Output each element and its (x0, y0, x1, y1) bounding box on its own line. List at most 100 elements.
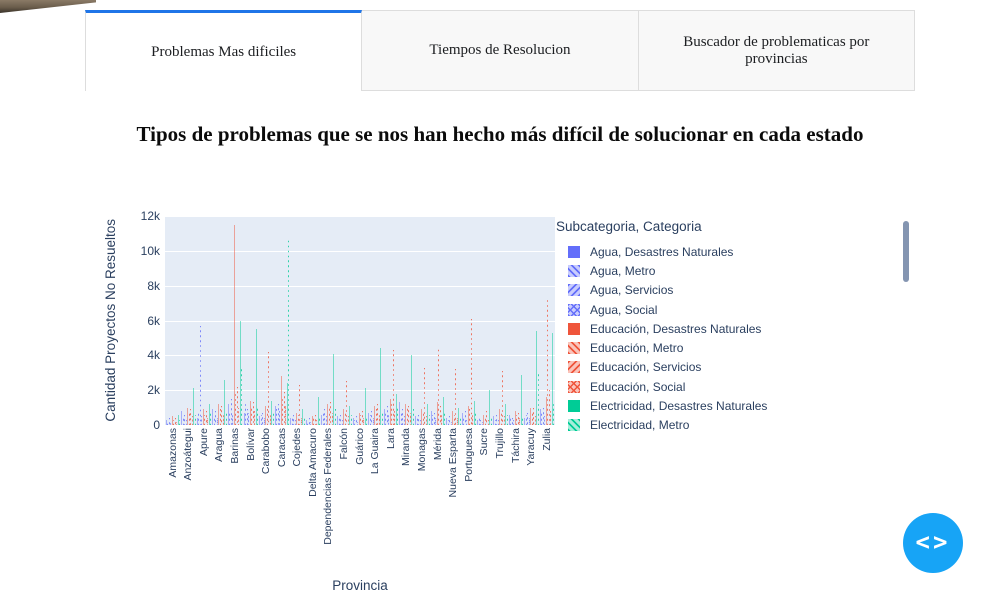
bar[interactable] (480, 419, 482, 425)
bar[interactable] (397, 407, 399, 425)
bar[interactable] (453, 414, 455, 425)
bar[interactable] (432, 414, 434, 425)
bar[interactable] (427, 404, 429, 425)
legend-scrollbar-thumb[interactable] (903, 221, 909, 282)
bar[interactable] (334, 409, 336, 425)
bar[interactable] (245, 404, 247, 425)
bar[interactable] (185, 419, 187, 425)
bar[interactable] (249, 400, 251, 425)
bar[interactable] (350, 414, 352, 425)
bar[interactable] (524, 418, 526, 425)
bar[interactable] (325, 416, 327, 425)
bar[interactable] (477, 419, 479, 425)
bar[interactable] (346, 381, 348, 425)
bar[interactable] (461, 412, 463, 425)
bar[interactable] (364, 388, 366, 425)
bar[interactable] (331, 412, 333, 425)
bar[interactable] (484, 416, 486, 425)
legend-item[interactable]: Educación, Servicios (556, 358, 896, 377)
bar[interactable] (536, 330, 538, 425)
bar[interactable] (263, 418, 265, 425)
bar[interactable] (433, 412, 435, 425)
bar[interactable] (439, 405, 441, 425)
bar[interactable] (441, 414, 443, 425)
bar[interactable] (288, 240, 290, 425)
bar[interactable] (170, 423, 172, 425)
bar[interactable] (553, 404, 555, 425)
bar[interactable] (212, 409, 214, 425)
bar[interactable] (550, 411, 552, 425)
bar[interactable] (251, 405, 253, 425)
bar[interactable] (388, 414, 390, 425)
bar[interactable] (385, 412, 387, 425)
bar[interactable] (290, 418, 292, 425)
bar[interactable] (343, 409, 345, 425)
bar[interactable] (272, 411, 274, 425)
bar[interactable] (314, 414, 316, 425)
bar[interactable] (369, 414, 371, 425)
bar[interactable] (349, 405, 351, 425)
bar[interactable] (519, 418, 521, 425)
bar[interactable] (260, 414, 262, 425)
bar[interactable] (184, 414, 186, 425)
bar[interactable] (207, 418, 209, 425)
bar[interactable] (378, 414, 380, 425)
bar[interactable] (311, 416, 313, 425)
bar[interactable] (319, 418, 321, 425)
bar[interactable] (371, 411, 373, 425)
bar[interactable] (300, 418, 302, 425)
bar[interactable] (252, 402, 254, 425)
bar[interactable] (422, 412, 424, 425)
bar[interactable] (470, 318, 472, 425)
bar[interactable] (400, 411, 402, 425)
bar[interactable] (215, 411, 217, 425)
bar[interactable] (219, 409, 221, 425)
bar[interactable] (333, 353, 335, 425)
bar[interactable] (478, 418, 480, 425)
bar[interactable] (276, 409, 278, 425)
bar[interactable] (481, 421, 483, 425)
bar[interactable] (297, 414, 299, 425)
bar[interactable] (544, 416, 546, 425)
bar[interactable] (428, 414, 430, 425)
bar[interactable] (266, 409, 268, 425)
bar[interactable] (179, 419, 181, 425)
bar[interactable] (199, 325, 201, 425)
bar[interactable] (190, 409, 192, 425)
bar[interactable] (262, 412, 264, 425)
bar[interactable] (503, 416, 505, 425)
bar[interactable] (380, 348, 382, 425)
bar[interactable] (254, 411, 256, 425)
bar[interactable] (406, 407, 408, 425)
bar[interactable] (204, 414, 206, 425)
bar[interactable] (196, 418, 198, 425)
bar[interactable] (277, 404, 279, 425)
bar[interactable] (467, 405, 469, 425)
tab-problemas-mas-dificiles[interactable]: Problemas Mas dificiles (85, 10, 363, 91)
bar[interactable] (528, 418, 530, 425)
bar[interactable] (486, 411, 488, 425)
bar[interactable] (243, 412, 245, 425)
bar[interactable] (210, 412, 212, 425)
bar[interactable] (181, 411, 183, 425)
bar[interactable] (525, 414, 527, 425)
bar[interactable] (548, 390, 550, 425)
bar[interactable] (475, 412, 477, 425)
legend-item[interactable]: Agua, Metro (556, 261, 896, 280)
bar[interactable] (167, 421, 169, 425)
bar[interactable] (291, 416, 293, 425)
bar[interactable] (241, 367, 243, 425)
bar[interactable] (500, 412, 502, 425)
bar[interactable] (522, 416, 524, 425)
bar[interactable] (328, 407, 330, 425)
bar[interactable] (424, 367, 426, 425)
bar[interactable] (425, 416, 427, 425)
bar[interactable] (271, 400, 273, 425)
bar[interactable] (227, 404, 229, 425)
bar[interactable] (229, 411, 231, 425)
legend-item[interactable]: Educación, Metro (556, 338, 896, 357)
legend-item[interactable]: Electricidad, Metro (556, 416, 896, 435)
bar[interactable] (340, 414, 342, 425)
bar[interactable] (502, 371, 504, 425)
bar[interactable] (449, 416, 451, 425)
